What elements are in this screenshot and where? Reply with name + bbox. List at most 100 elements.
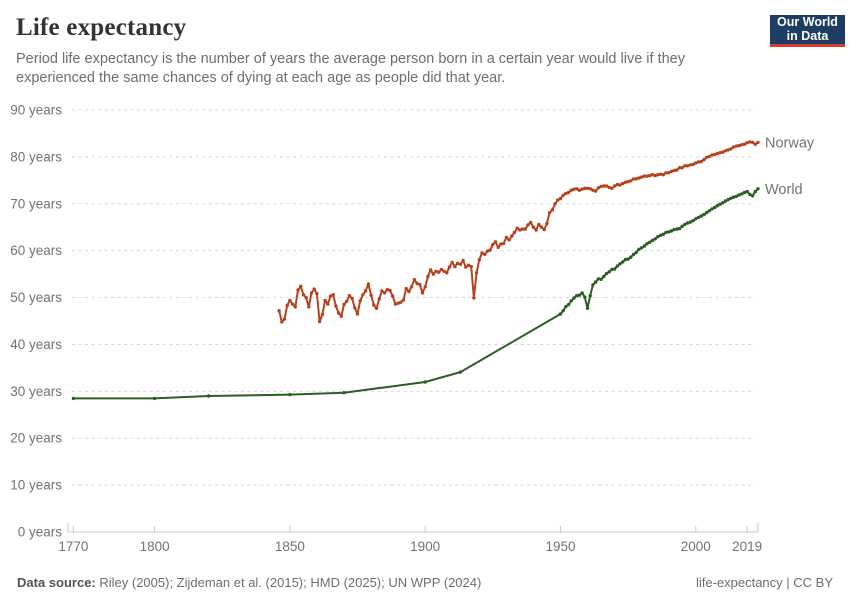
data-point [477, 257, 481, 262]
data-point [583, 295, 587, 299]
data-point [564, 191, 568, 196]
data-point [610, 267, 614, 272]
data-point [731, 145, 736, 149]
data-point [510, 234, 514, 238]
owid-logo[interactable]: Our World in Data [770, 15, 845, 47]
data-point [621, 181, 625, 186]
data-point [610, 186, 614, 190]
norway-series-label[interactable]: Norway [765, 135, 815, 151]
data-point [604, 271, 609, 276]
x-axis-label: 1850 [275, 539, 305, 554]
data-point [347, 294, 352, 298]
data-point [748, 192, 752, 197]
data-point [718, 202, 722, 206]
data-point [593, 280, 598, 284]
data-point [702, 212, 706, 217]
data-point [518, 228, 522, 232]
data-point [669, 169, 674, 174]
data-point [415, 281, 419, 286]
data-point [710, 153, 714, 157]
data-point [607, 270, 611, 274]
data-point [326, 302, 330, 306]
data-point [753, 189, 757, 194]
data-point [561, 193, 565, 197]
data-point [566, 190, 571, 195]
data-point [285, 303, 289, 308]
data-point [537, 222, 541, 227]
data-point [742, 190, 747, 195]
data-point [753, 142, 757, 146]
data-point [661, 173, 665, 177]
data-point [634, 250, 638, 255]
data-point [713, 205, 717, 210]
data-point [648, 173, 652, 178]
data-point [715, 151, 720, 156]
data-point [699, 159, 703, 164]
data-point [726, 148, 730, 152]
x-axis-label: 2000 [681, 539, 711, 554]
chart-subtitle: Period life expectancy is the number of … [16, 51, 685, 87]
data-point [618, 262, 622, 266]
data-point [353, 306, 357, 310]
data-point [556, 198, 560, 202]
data-point [756, 140, 760, 145]
data-point [721, 150, 725, 154]
data-point [575, 294, 579, 298]
data-point [493, 240, 498, 244]
data-point [428, 268, 433, 272]
data-point [667, 230, 671, 234]
data-point [748, 140, 752, 144]
data-point [599, 184, 603, 189]
data-point [423, 380, 427, 384]
data-point [529, 220, 533, 225]
data-point [342, 391, 346, 395]
data-point [667, 171, 671, 175]
data-point [545, 221, 549, 226]
y-axis-label: 0 years [18, 525, 63, 540]
data-point [745, 141, 749, 145]
data-point [426, 274, 430, 279]
data-point [715, 204, 720, 208]
data-point [374, 306, 379, 310]
data-point [658, 172, 663, 176]
data-point [577, 293, 582, 297]
data-point [396, 301, 400, 305]
data-point [623, 257, 628, 262]
plot-area[interactable] [68, 110, 758, 532]
license-link[interactable]: life-expectancy | CC BY [695, 575, 833, 590]
data-point [282, 317, 287, 321]
data-point [675, 168, 679, 172]
data-point [750, 140, 755, 145]
data-point [585, 186, 590, 190]
data-point [750, 194, 755, 198]
data-point [591, 283, 595, 287]
data-point [683, 222, 687, 227]
data-point [688, 220, 693, 224]
data-point [531, 225, 536, 229]
data-point [745, 189, 749, 194]
data-point [566, 302, 571, 307]
data-point [639, 175, 644, 179]
data-point [420, 291, 425, 295]
owid-logo-line2: in Data [786, 28, 829, 43]
world-series-label[interactable]: World [765, 182, 803, 198]
data-point [602, 184, 606, 188]
data-point [650, 238, 655, 243]
data-point [474, 271, 479, 275]
data-point [696, 160, 701, 164]
data-point [547, 211, 552, 215]
data-point [534, 228, 538, 232]
data-point [331, 293, 335, 297]
data-point [637, 176, 641, 180]
data-point [339, 314, 343, 318]
data-point [756, 187, 760, 191]
data-point [583, 186, 587, 190]
data-point [458, 262, 463, 266]
data-point [691, 219, 695, 223]
data-point [602, 274, 606, 279]
data-point [729, 147, 733, 151]
data-point [71, 396, 76, 401]
data-source: Data source: Riley (2005); Zijdeman et a… [17, 575, 481, 590]
